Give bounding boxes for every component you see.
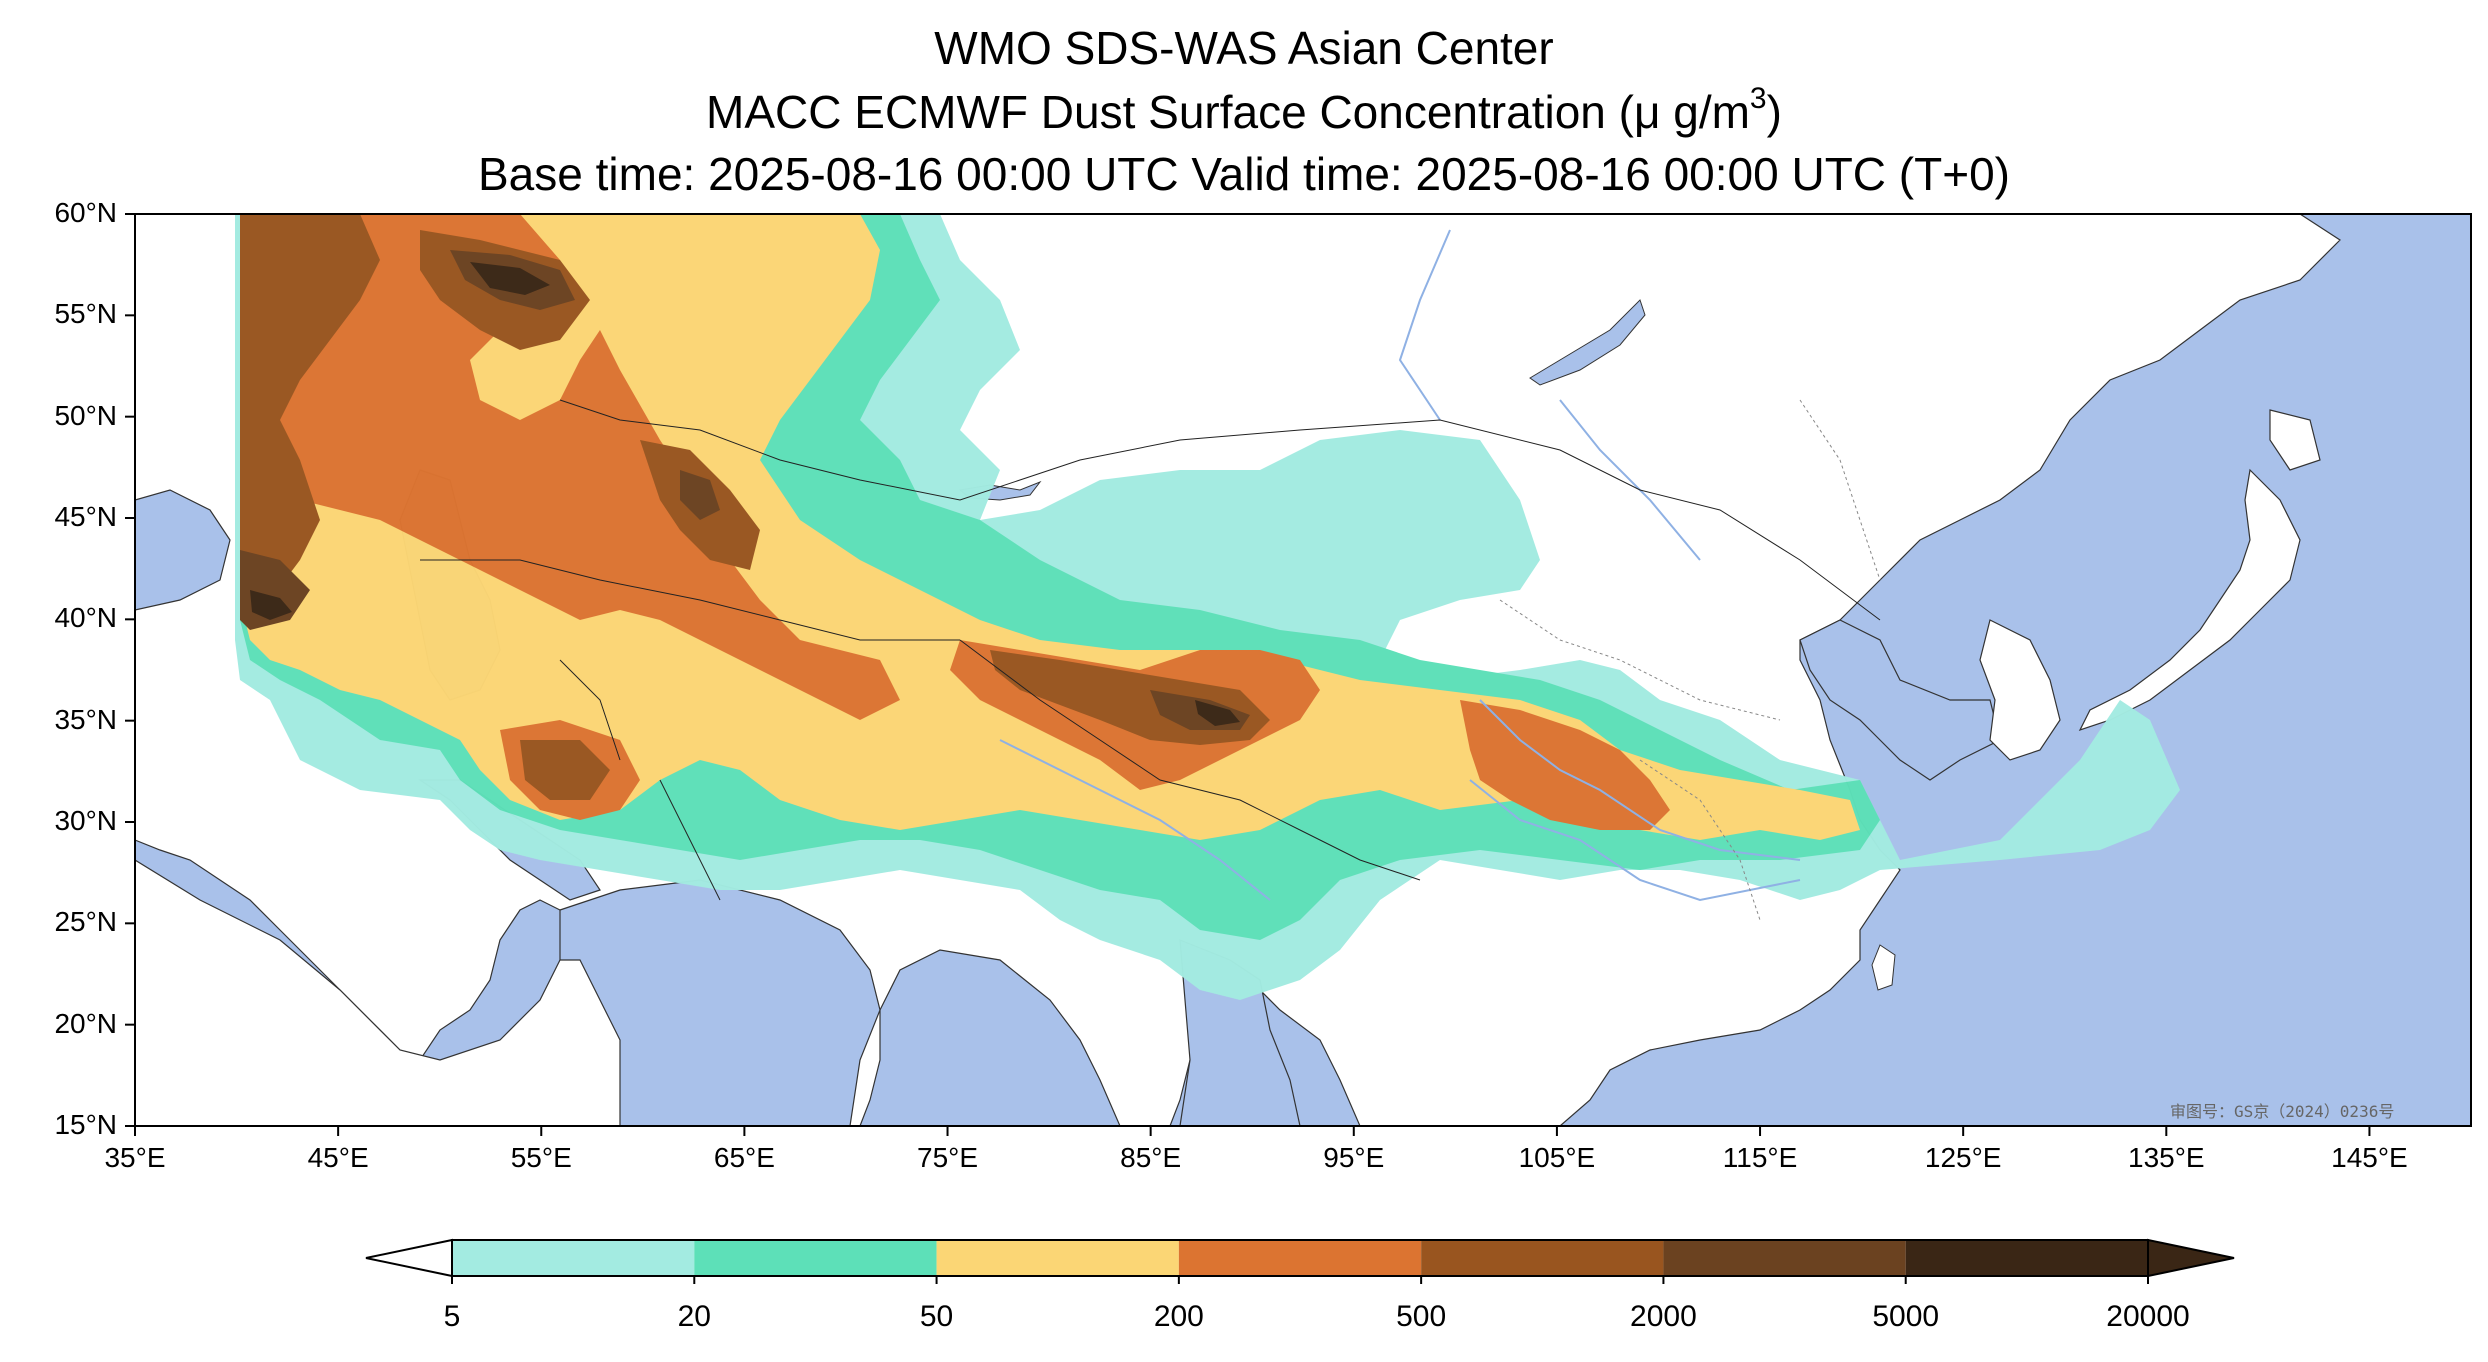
colorbar-label: 20 <box>677 1300 711 1333</box>
colorbar-label: 200 <box>1153 1300 1204 1333</box>
colorbar-label: 20000 <box>2106 1300 2190 1333</box>
title-line-2: MACC ECMWF Dust Surface Concentration (μ… <box>0 84 2488 140</box>
colorbar-segment <box>694 1240 937 1276</box>
lon-label: 95°E <box>1323 1142 1385 1173</box>
lat-label: 20°N <box>54 1007 117 1039</box>
title-line-2-sup: 3 <box>1749 82 1767 115</box>
title-line-3: Base time: 2025-08-16 00:00 UTC Valid ti… <box>478 148 2010 200</box>
lat-label: 60°N <box>54 197 117 228</box>
dust-level-500-2000 <box>240 214 1270 800</box>
lat-label: 50°N <box>54 399 117 431</box>
yellow-sea <box>1799 619 2001 781</box>
title-line-1: WMO SDS-WAS Asian Center <box>934 22 1554 74</box>
lon-label: 105°E <box>1518 1142 1596 1173</box>
lat-label: 55°N <box>54 298 117 330</box>
lat-label: 45°N <box>54 501 117 532</box>
colorbar-frame <box>451 1239 2149 1277</box>
title-line-2-unit: μ g/m <box>1633 86 1750 138</box>
colorbar-extend-low <box>365 1238 453 1278</box>
black-sea <box>135 489 231 611</box>
colorbar-label: 2000 <box>1630 1300 1697 1333</box>
lon-label: 135°E <box>2128 1142 2205 1173</box>
lon-label: 55°E <box>510 1142 572 1173</box>
lat-label: 25°N <box>54 906 117 938</box>
approval-stamp: 审图号：GS京（2024）0236号 <box>2170 1102 2395 1121</box>
colorbar-segment <box>1178 1240 1422 1276</box>
korea <box>1979 619 2061 761</box>
province-borders <box>1499 399 1881 921</box>
colorbar-label: 50 <box>919 1300 954 1333</box>
taiwan <box>1871 944 1896 991</box>
lon-label: 45°E <box>307 1142 369 1173</box>
lake-baikal <box>1529 299 1646 386</box>
lon-label: 115°E <box>1722 1142 1798 1173</box>
title-line-2-prefix: MACC ECMWF Dust Surface Concentration ( <box>706 86 1634 138</box>
rivers <box>999 229 1801 902</box>
colorbar-segment <box>936 1240 1179 1276</box>
dust-level-200-500 <box>240 214 1670 830</box>
colorbar-segment <box>452 1240 695 1276</box>
lon-label: 35°E <box>104 1142 166 1173</box>
lat-label: 35°N <box>54 703 117 735</box>
colorbar-extend-high <box>2147 1238 2235 1278</box>
lon-label: 85°E <box>1120 1142 1182 1173</box>
colorbar-label: 5000 <box>1872 1300 1940 1333</box>
colorbar-segment <box>1905 1240 2148 1276</box>
japan <box>2078 409 2321 732</box>
colorbar-label: 500 <box>1396 1300 1447 1333</box>
axis-ticks <box>125 213 2371 1136</box>
dust-level-50-200 <box>240 214 1860 840</box>
lon-label: 65°E <box>713 1142 775 1173</box>
title-line-2-suffix: ) <box>1766 86 1782 138</box>
country-borders <box>420 399 1881 901</box>
arabian-peninsula <box>135 859 621 1126</box>
colorbar-segment <box>1663 1240 1906 1276</box>
colorbar-label: 5 <box>443 1300 461 1333</box>
colorbar-segment <box>1421 1240 1664 1276</box>
lon-label: 125°E <box>1924 1142 2002 1173</box>
lat-label: 15°N <box>54 1109 117 1140</box>
dust-contours <box>235 214 2180 1000</box>
lon-label: 75°E <box>917 1142 979 1173</box>
lat-label: 40°N <box>54 602 117 634</box>
lat-label: 30°N <box>54 805 117 836</box>
map-frame <box>134 213 2472 1127</box>
colorbar <box>365 1238 2235 1284</box>
lon-label: 145°E <box>2331 1142 2408 1173</box>
